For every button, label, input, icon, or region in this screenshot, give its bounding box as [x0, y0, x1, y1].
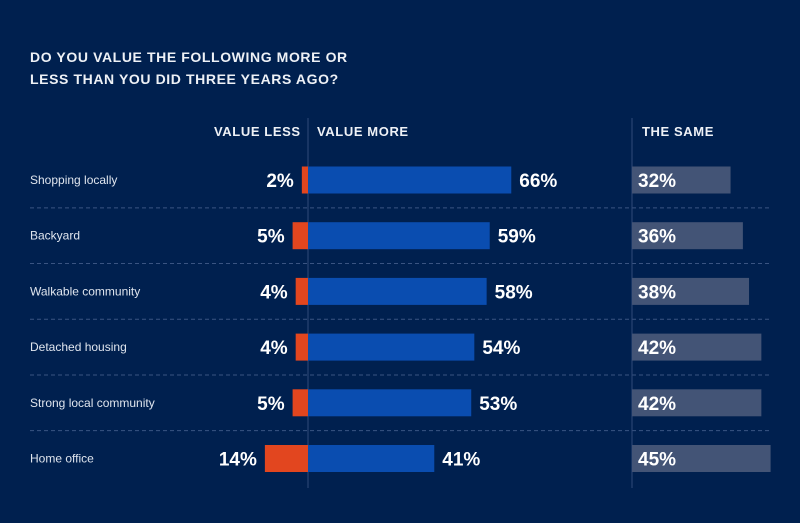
category-label: Home office	[30, 452, 94, 466]
category-label: Backyard	[30, 229, 80, 243]
bar-value-more	[308, 222, 490, 250]
data-label-value-less: 5%	[257, 227, 285, 248]
bar-value-less	[301, 166, 308, 194]
bar-value-less	[295, 333, 308, 361]
bar-the-same	[632, 445, 771, 472]
bar-value-more	[308, 389, 472, 417]
bar-value-more	[308, 277, 487, 305]
data-label-the-same: 42%	[638, 394, 676, 415]
data-label-value-less: 2%	[266, 171, 294, 192]
bar-value-more	[308, 166, 512, 194]
bar-the-same	[632, 222, 743, 250]
bar-the-same	[632, 333, 762, 361]
data-label-value-less: 4%	[260, 338, 288, 359]
bar-value-less	[295, 277, 308, 305]
data-label-the-same: 32%	[638, 171, 676, 192]
chart-title: DO YOU VALUE THE FOLLOWING MORE OR LESS …	[30, 46, 450, 90]
data-label-the-same: 36%	[638, 227, 676, 248]
data-label-value-more: 66%	[519, 171, 557, 192]
data-label-the-same: 45%	[638, 450, 676, 471]
chart-title-line-2: LESS THAN YOU DID THREE YEARS AGO?	[30, 71, 339, 87]
bar-the-same	[632, 277, 750, 305]
data-label-value-more: 41%	[442, 450, 480, 471]
data-label-value-less: 14%	[219, 450, 257, 471]
data-label-value-less: 5%	[257, 394, 285, 415]
bar-value-less	[264, 445, 308, 472]
data-label-value-less: 4%	[260, 282, 288, 303]
data-label-value-more: 53%	[479, 394, 517, 415]
bar-value-more	[308, 333, 475, 361]
data-label-value-more: 54%	[482, 338, 520, 359]
category-label: Detached housing	[30, 340, 127, 354]
data-label-the-same: 42%	[638, 338, 676, 359]
data-label-the-same: 38%	[638, 282, 676, 303]
bar-the-same	[632, 389, 762, 417]
category-label: Walkable community	[30, 284, 140, 298]
bar-the-same	[632, 166, 731, 194]
header-the-same: THE SAME	[642, 124, 714, 139]
category-label: Shopping locally	[30, 173, 117, 187]
header-value-more: VALUE MORE	[317, 124, 409, 139]
bar-value-more	[308, 445, 435, 472]
header-value-less: VALUE LESS	[214, 124, 301, 139]
bar-value-less	[292, 389, 308, 417]
bar-value-less	[292, 222, 308, 250]
chart-title-line-1: DO YOU VALUE THE FOLLOWING MORE OR	[30, 49, 348, 65]
category-label: Strong local community	[30, 396, 155, 410]
data-label-value-more: 58%	[495, 282, 533, 303]
data-label-value-more: 59%	[498, 227, 536, 248]
